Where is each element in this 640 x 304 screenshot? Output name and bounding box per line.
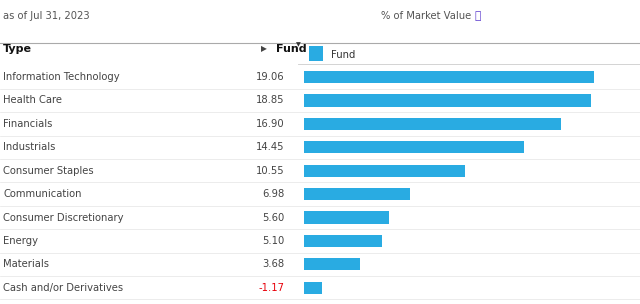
Text: Fund: Fund	[331, 50, 355, 60]
FancyBboxPatch shape	[304, 118, 561, 130]
Text: Cash and/or Derivatives: Cash and/or Derivatives	[3, 283, 124, 293]
Text: 3.68: 3.68	[262, 259, 285, 269]
Text: 14.45: 14.45	[256, 142, 285, 152]
FancyBboxPatch shape	[304, 94, 591, 107]
FancyBboxPatch shape	[304, 211, 389, 224]
Text: as of Jul 31, 2023: as of Jul 31, 2023	[3, 11, 90, 21]
Text: % of Market Value: % of Market Value	[381, 11, 471, 21]
Text: Information Technology: Information Technology	[3, 72, 120, 82]
Text: Energy: Energy	[3, 236, 38, 246]
Text: Consumer Staples: Consumer Staples	[3, 166, 94, 176]
FancyBboxPatch shape	[304, 258, 360, 271]
Text: 10.55: 10.55	[256, 166, 285, 176]
Text: -1.17: -1.17	[259, 283, 285, 293]
Text: ▼: ▼	[296, 43, 301, 47]
Text: Type: Type	[3, 44, 32, 54]
Text: 18.85: 18.85	[256, 95, 285, 105]
Text: ⓘ: ⓘ	[475, 11, 481, 21]
Text: Financials: Financials	[3, 119, 52, 129]
FancyBboxPatch shape	[304, 235, 381, 247]
Text: 5.10: 5.10	[262, 236, 285, 246]
Text: 6.98: 6.98	[262, 189, 285, 199]
FancyBboxPatch shape	[304, 188, 410, 200]
FancyBboxPatch shape	[304, 164, 465, 177]
FancyBboxPatch shape	[304, 71, 594, 83]
Text: Industrials: Industrials	[3, 142, 56, 152]
Text: 16.90: 16.90	[256, 119, 285, 129]
FancyBboxPatch shape	[309, 46, 323, 61]
Text: Fund: Fund	[276, 44, 307, 54]
Text: 19.06: 19.06	[256, 72, 285, 82]
Text: 5.60: 5.60	[262, 212, 285, 223]
Text: Health Care: Health Care	[3, 95, 62, 105]
FancyBboxPatch shape	[304, 141, 524, 154]
FancyBboxPatch shape	[304, 282, 322, 294]
Text: Materials: Materials	[3, 259, 49, 269]
Text: ▶: ▶	[261, 44, 267, 53]
Text: Consumer Discretionary: Consumer Discretionary	[3, 212, 124, 223]
Text: Communication: Communication	[3, 189, 82, 199]
